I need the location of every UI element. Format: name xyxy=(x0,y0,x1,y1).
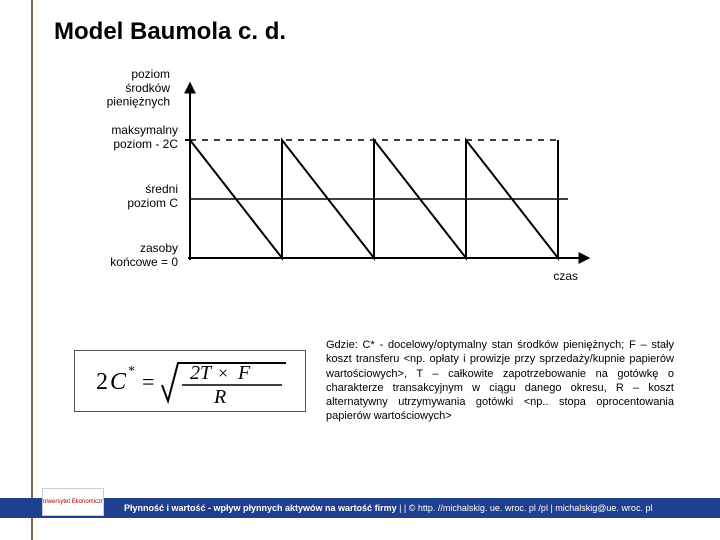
svg-text:*: * xyxy=(128,364,135,379)
svg-text:F: F xyxy=(237,362,251,384)
left-accent-bar xyxy=(31,0,33,540)
footer-text: Płynność i wartość - wpływ płynnych akty… xyxy=(124,503,652,513)
svg-text:średnipoziom C: średnipoziom C xyxy=(127,182,178,210)
university-logo: Uniwersytet Ekonomiczny xyxy=(42,488,104,516)
svg-text:czas: czas xyxy=(553,269,578,283)
svg-text:=: = xyxy=(142,369,154,394)
baumol-chart: poziomśrodkówpieniężnych maksymalnypoziom… xyxy=(60,58,620,318)
footer-bold: Płynność i wartość - wpływ płynnych akty… xyxy=(124,503,397,513)
slide-title: Model Baumola c. d. xyxy=(54,18,286,46)
formula: 2C* = 2T× FR xyxy=(90,355,290,407)
svg-text:poziomśrodkówpieniężnych: poziomśrodkówpieniężnych xyxy=(107,67,171,109)
description-text: Gdzie: C* - docelowy/optymalny stan środ… xyxy=(326,338,674,424)
svg-text:maksymalnypoziom - 2C: maksymalnypoziom - 2C xyxy=(111,123,178,151)
svg-text:×: × xyxy=(218,363,228,383)
svg-text:2T: 2T xyxy=(190,362,213,384)
formula-box: 2C* = 2T× FR xyxy=(74,350,306,412)
svg-text:zasobykońcowe = 0: zasobykońcowe = 0 xyxy=(110,241,178,269)
footer-bar: Uniwersytet Ekonomiczny Płynność i warto… xyxy=(0,498,720,518)
svg-text:2: 2 xyxy=(96,369,108,395)
svg-text:C: C xyxy=(110,369,127,395)
svg-text:R: R xyxy=(213,386,226,407)
logo-text: Uniwersytet Ekonomiczny xyxy=(42,499,104,505)
footer-tail: | | © http. //michalskig. ue. wroc. pl /… xyxy=(397,503,653,513)
